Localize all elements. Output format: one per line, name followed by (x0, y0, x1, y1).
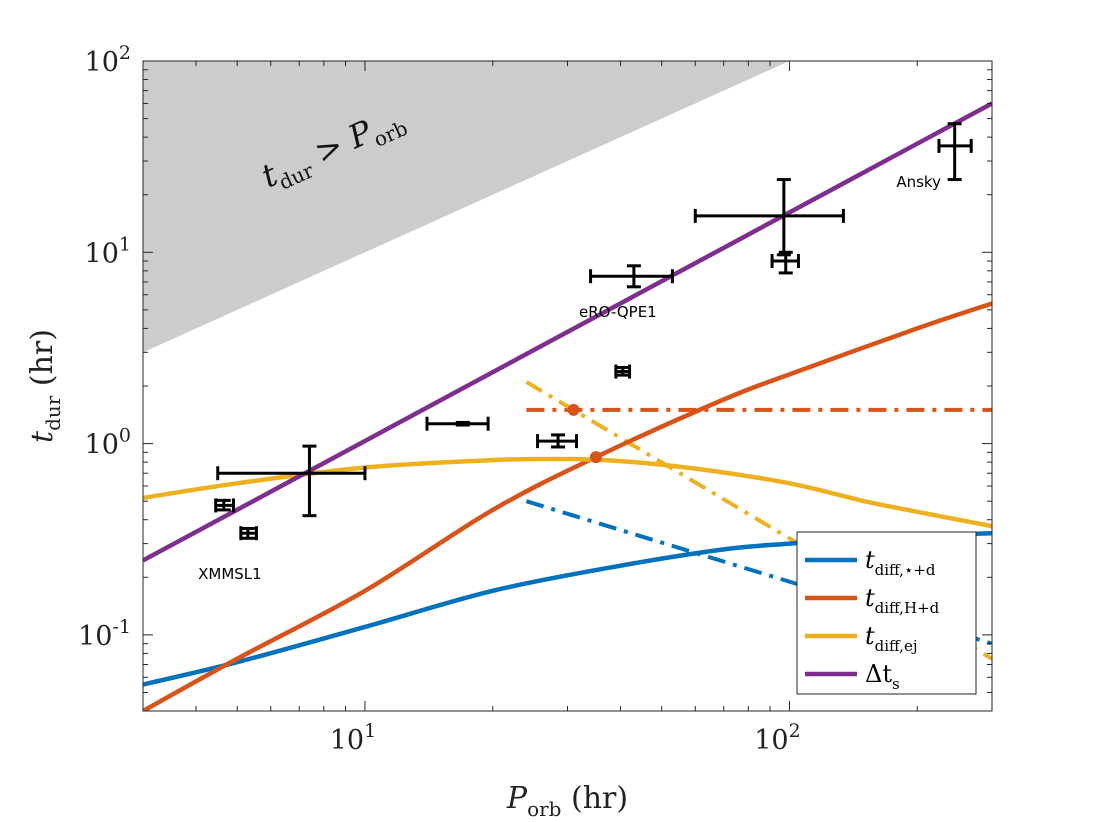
y-tick-base: 10 (85, 430, 119, 461)
observation-3 (425, 416, 490, 431)
x-tick-label-1: 102 (754, 720, 800, 756)
y-tick-exp: 1 (119, 233, 131, 255)
legend-label-sub: diff,H+d (875, 599, 940, 617)
y-tick-exp: 0 (119, 425, 131, 447)
shaded-region (143, 61, 790, 353)
legend-label-main: Δt (865, 660, 892, 688)
dashdot-series-1 (525, 380, 992, 661)
x-axis-title: Porb (hr) (506, 781, 628, 821)
y-tick-base: 10 (78, 621, 112, 652)
observation-6 (589, 264, 674, 289)
observation-5 (614, 364, 632, 379)
y-tick-exp: 2 (119, 42, 131, 64)
y-tick-label-0: 10-1 (78, 616, 131, 652)
legend-label-main: t (865, 622, 875, 650)
x-tick-base: 10 (330, 725, 364, 756)
legend-label-main: t (865, 584, 875, 612)
x-axis-title-main: P (506, 781, 528, 816)
y-tick-label-2: 101 (85, 233, 131, 269)
x-tick-label-0: 101 (330, 720, 376, 756)
observation-label-9: Ansky (896, 173, 941, 191)
observation-8 (770, 250, 800, 275)
legend-label-sub: s (892, 675, 900, 693)
intersection-marker-1 (589, 451, 602, 464)
y-tick-label-1: 100 (85, 425, 131, 461)
y-axis-title-unit: (hr) (25, 329, 60, 396)
y-axis-title: tdur (hr) (25, 329, 65, 443)
legend-label-sub: diff,ej (875, 637, 918, 655)
series-line-1 (143, 301, 992, 711)
x-tick-exp: 2 (789, 720, 801, 742)
x-tick-base: 10 (754, 725, 788, 756)
legend-label-2: tdiff,ej (865, 622, 917, 655)
observation-1 (214, 498, 235, 513)
x-axis-title-unit: (hr) (561, 781, 628, 816)
intersection-marker-0 (567, 403, 580, 416)
observation-0 (216, 444, 367, 518)
observation-label-2: XMMSL1 (198, 565, 262, 583)
y-tick-base: 10 (85, 47, 119, 78)
legend-label-0: tdiff,⋆+d (865, 546, 936, 579)
observation-7 (693, 178, 845, 257)
x-tick-exp: 1 (364, 720, 376, 742)
y-tick-base: 10 (85, 238, 119, 269)
legend-label-3: Δts (865, 660, 900, 693)
x-axis-title-sub: orb (527, 797, 561, 821)
y-tick-exp: -1 (112, 616, 131, 638)
y-axis-title-main: t (25, 430, 60, 443)
observation-4 (536, 433, 578, 449)
y-tick-label-3: 102 (85, 42, 131, 78)
observation-2 (239, 526, 258, 541)
legend-label-main: t (865, 546, 875, 574)
observation-label-6: eRO-QPE1 (579, 303, 657, 321)
dashdot-series-2 (525, 499, 992, 646)
series-line-3 (143, 101, 992, 563)
y-axis-title-sub: dur (41, 395, 65, 431)
legend-label-1: tdiff,H+d (865, 584, 940, 617)
observation-9 (937, 122, 973, 182)
legend-label-sub: diff,⋆+d (875, 561, 936, 579)
